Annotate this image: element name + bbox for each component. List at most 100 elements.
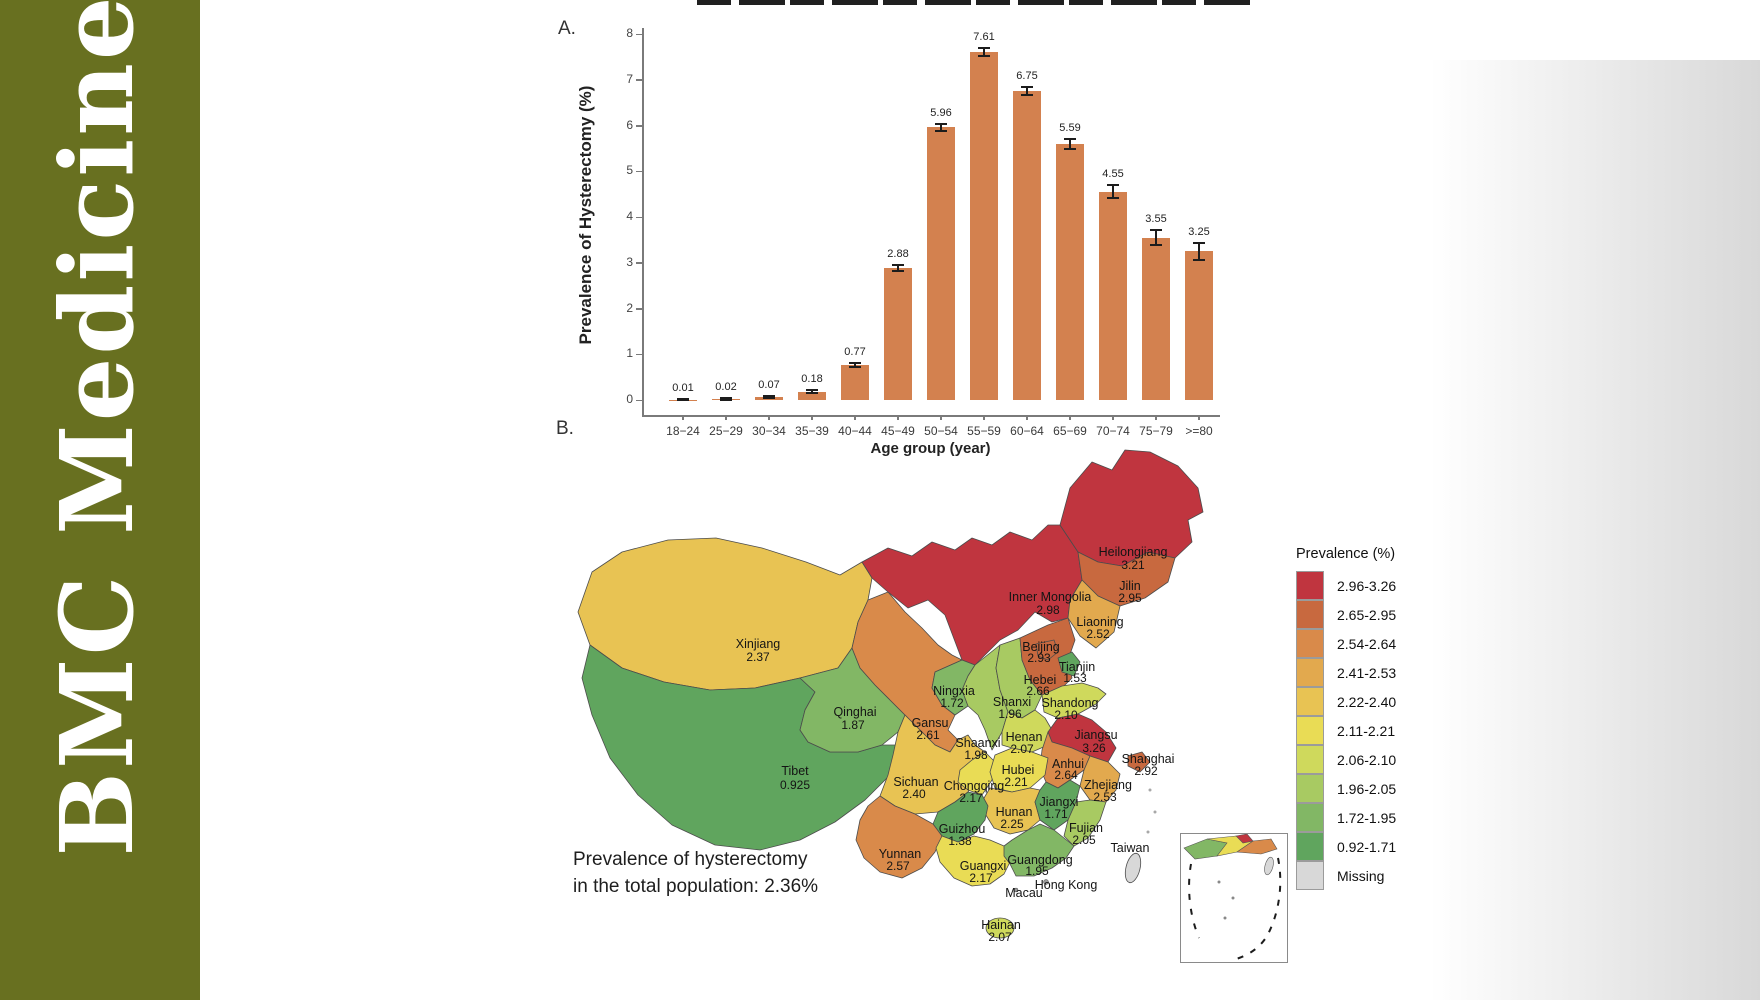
china-choropleth-map: Heilongjiang 3.21 Jilin 2.95 Liaoning 2.… xyxy=(577,449,1204,944)
cropped-text-remnant xyxy=(697,0,1253,5)
y-tick-mark xyxy=(636,262,642,264)
x-tick-label: 40−44 xyxy=(838,424,872,438)
inset-taiwan xyxy=(1264,856,1274,876)
bar-value-label: 0.01 xyxy=(672,382,694,395)
x-axis-title: Age group (year) xyxy=(870,440,991,457)
error-bar-cap xyxy=(935,129,947,132)
bar-value-label: 4.55 xyxy=(1102,168,1124,181)
error-bar-cap xyxy=(763,394,775,397)
error-bar-cap xyxy=(978,54,990,57)
error-bar xyxy=(811,390,813,394)
label-xinjiang: Xinjiang xyxy=(736,637,781,651)
journal-sidebar: BMC Medicine xyxy=(0,0,200,1000)
region-zhejiang xyxy=(1079,755,1121,803)
y-axis-line xyxy=(642,28,644,415)
error-bar-cap xyxy=(1193,242,1205,245)
label-ningxia: Ningxia xyxy=(933,684,975,698)
bar-value-label: 0.18 xyxy=(801,373,823,386)
y-tick-label: 4 xyxy=(626,209,633,223)
legend-swatch xyxy=(1296,860,1324,890)
value-heilongjiang: 3.21 xyxy=(1121,558,1145,572)
map-caption-line2: in the total population: 2.36% xyxy=(573,876,819,897)
y-axis-title: Prevalence of Hysterectomy (%) xyxy=(576,85,595,345)
y-tick-label: 5 xyxy=(626,163,633,178)
bar xyxy=(1142,237,1170,400)
inset-island-dot xyxy=(1217,880,1221,884)
value-jilin: 2.95 xyxy=(1118,591,1142,605)
value-liaoning: 2.52 xyxy=(1086,627,1110,641)
y-tick-mark xyxy=(636,308,642,310)
region-taiwan xyxy=(1124,852,1142,884)
label-liaoning: Liaoning xyxy=(1076,615,1123,629)
x-tick-label: >=80 xyxy=(1185,424,1213,438)
error-bar-cap xyxy=(1193,258,1205,261)
legend-label: 2.54-2.64 xyxy=(1337,635,1397,652)
error-bar-cap xyxy=(720,397,732,400)
legend-row: 1.72-1.95 xyxy=(1296,802,1397,832)
error-bar xyxy=(1198,243,1200,260)
inset-dash-line xyxy=(1232,857,1282,961)
map-caption-line1: Prevalence of hysterectomy xyxy=(573,849,808,870)
label-heilongjiang: Heilongjiang xyxy=(1099,545,1168,559)
legend-row: 2.41-2.53 xyxy=(1296,657,1396,687)
bar xyxy=(798,391,826,400)
x-tick-label: 75−79 xyxy=(1139,424,1173,438)
bar xyxy=(1185,251,1213,400)
label-fujian: Fujian xyxy=(1069,821,1103,835)
y-tick-mark xyxy=(636,216,642,218)
y-tick-label: 2 xyxy=(626,300,633,315)
label-shandong: Shandong xyxy=(1041,696,1098,710)
region-xinjiang xyxy=(577,537,873,691)
south-china-sea-inset xyxy=(1180,833,1288,963)
journal-title: BMC Medicine xyxy=(38,0,156,857)
region-chongqing xyxy=(957,751,996,796)
legend-label: 1.96-2.05 xyxy=(1337,780,1397,797)
label-macau: Macau xyxy=(1005,886,1043,900)
label-hunan: Hunan xyxy=(996,805,1033,819)
error-bar-cap xyxy=(720,398,732,401)
legend-swatch xyxy=(1296,831,1324,861)
legend-swatch xyxy=(1296,686,1324,716)
error-bar-cap xyxy=(1107,184,1119,187)
label-gansu: Gansu xyxy=(912,716,949,730)
legend-label: 1.72-1.95 xyxy=(1337,809,1397,826)
region-shandong xyxy=(1041,682,1107,719)
y-tick-mark xyxy=(636,399,642,401)
legend-rows: 2.96-3.26 2.65-2.95 2.54-2.64 2.41-2.53 2.22… xyxy=(1296,570,1397,890)
error-bar xyxy=(1069,139,1071,150)
error-bar-cap xyxy=(1150,243,1162,246)
x-tick-mark xyxy=(1069,415,1071,420)
x-tick-mark xyxy=(1155,415,1157,420)
y-tick-mark xyxy=(636,33,642,35)
y-tick-label: 1 xyxy=(626,346,633,361)
label-chongqing: Chongqing xyxy=(944,779,1005,793)
coast-island-dot xyxy=(1148,788,1152,792)
value-chongqing: 2.17 xyxy=(959,791,983,805)
inset-island-dot xyxy=(1223,916,1227,920)
error-bar-cap xyxy=(892,264,904,267)
y-tick-mark xyxy=(636,353,642,356)
legend-label: 2.96-3.26 xyxy=(1337,577,1397,594)
legend-swatch xyxy=(1296,715,1324,745)
error-bar-cap xyxy=(763,396,775,399)
x-tick-mark xyxy=(811,415,813,420)
y-tick-label: 0 xyxy=(626,392,633,406)
label-shanxi: Shanxi xyxy=(993,695,1031,709)
label-hebei: Hebei xyxy=(1024,673,1057,687)
x-tick-mark xyxy=(897,415,899,420)
x-tick-label: 30−34 xyxy=(752,424,786,438)
value-xinjiang: 2.37 xyxy=(746,650,770,664)
legend-row: Missing xyxy=(1296,860,1396,890)
x-tick-label: 25−29 xyxy=(709,424,743,438)
label-jiangsu: Jiangsu xyxy=(1074,728,1117,742)
legend-label: 2.22-2.40 xyxy=(1337,693,1397,710)
value-hebei: 2.66 xyxy=(1026,684,1050,698)
region-shanghai xyxy=(1127,751,1151,773)
error-bar-cap xyxy=(1021,94,1033,97)
panel-b-label: B. xyxy=(556,418,574,439)
bar xyxy=(970,51,998,400)
legend-label: 0.92-1.71 xyxy=(1337,838,1397,855)
x-tick-label: 50−54 xyxy=(924,424,958,438)
value-anhui: 2.64 xyxy=(1054,768,1078,782)
